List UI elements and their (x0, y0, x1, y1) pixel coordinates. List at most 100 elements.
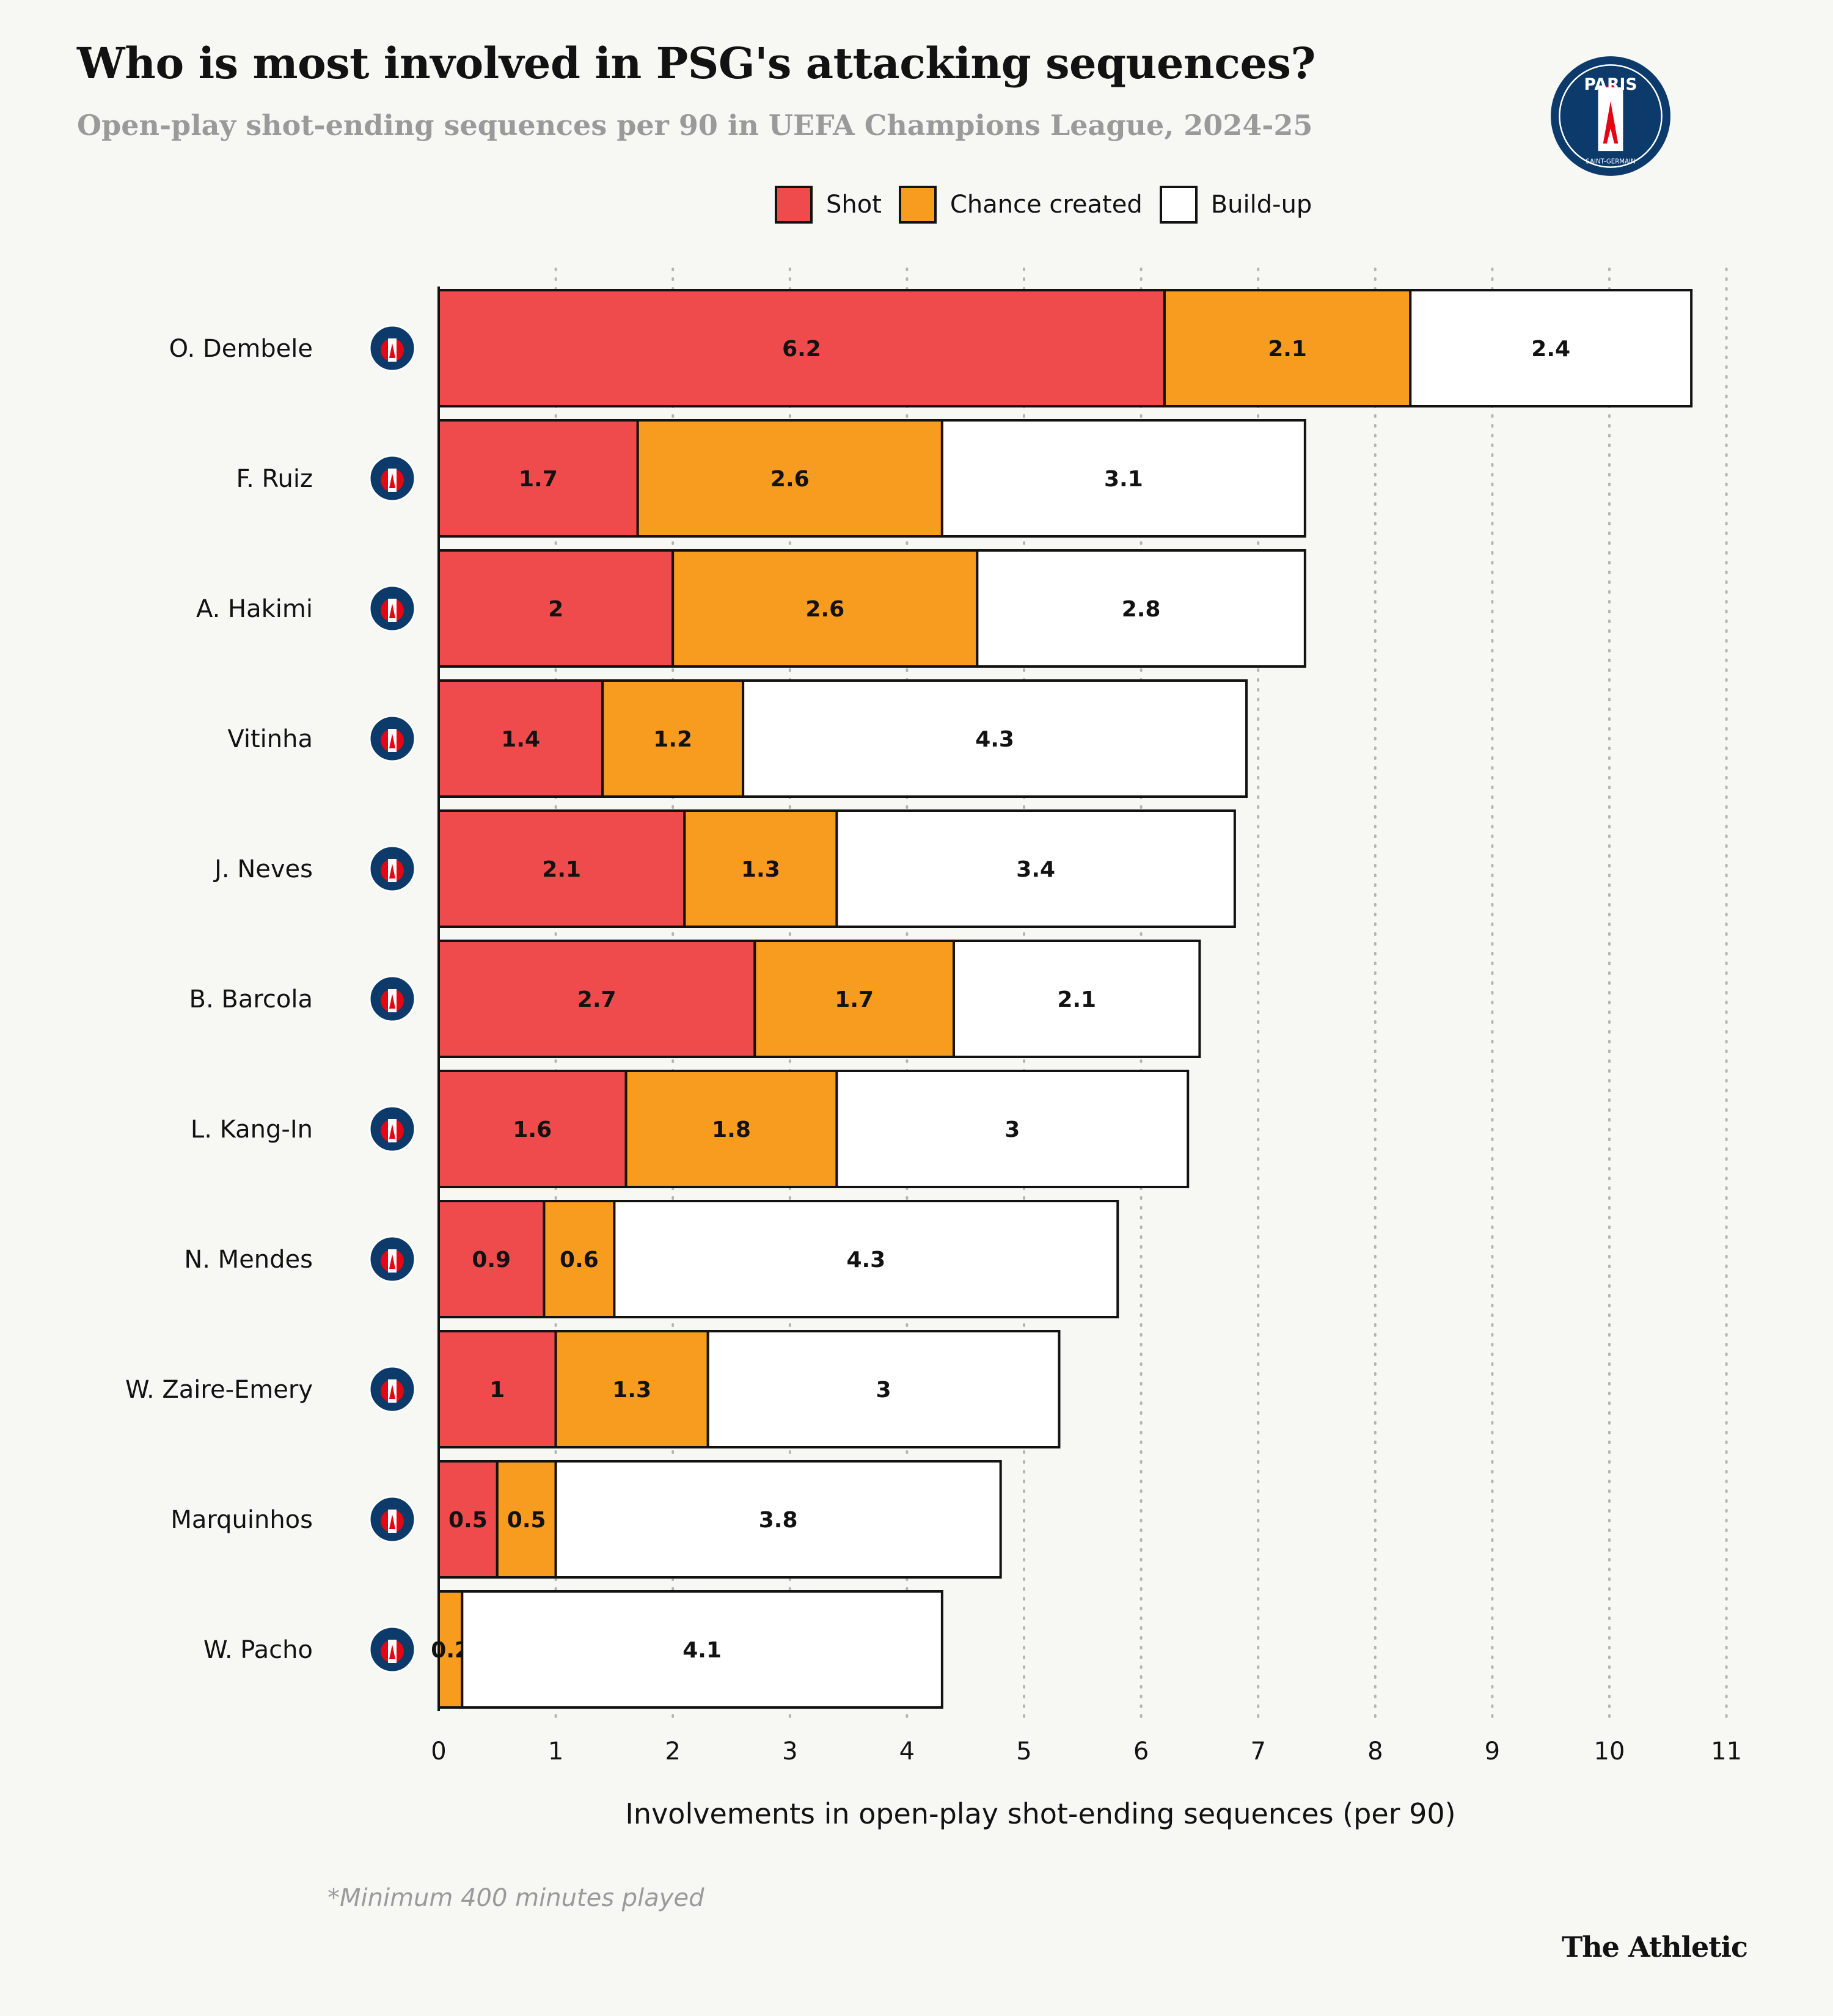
bar-segment-chance-created (496, 1460, 557, 1579)
psg-badge-icon (368, 1105, 416, 1153)
legend-swatch-chance-created (898, 186, 937, 224)
player-name-label: F. Ruiz (236, 465, 313, 493)
badge-tower (389, 1645, 395, 1659)
player-name-label: N. Mendes (184, 1246, 313, 1274)
data-label: 3 (1004, 1117, 1020, 1142)
legend-label-shot: Shot (826, 191, 882, 219)
psg-badge-icon (368, 845, 416, 893)
bar-segment-shot (437, 679, 604, 798)
badge-tower (389, 864, 395, 878)
stacked-bar-chart: 0 1 2 3 4 5 6 7 8 9 10 11 Involvements in open-play … (125, 268, 1742, 1830)
bar-segment-chance-created (753, 940, 956, 1058)
badge-tower (389, 734, 395, 748)
player-name-label: B. Barcola (189, 985, 313, 1013)
data-label: 1 (489, 1378, 505, 1403)
psg-badge-icon (368, 1235, 416, 1283)
x-tick-label: 0 (431, 1737, 446, 1766)
legend-swatch-build-up (1159, 186, 1198, 224)
bar-segment-shot (437, 549, 675, 668)
x-tick-label: 3 (782, 1737, 797, 1766)
psg-badge-icon (368, 1496, 416, 1543)
bar-segment-build-up (554, 1460, 1002, 1579)
badge-tower (389, 1254, 395, 1269)
bar-segment-chance-created (554, 1330, 709, 1448)
data-label: 1.6 (513, 1117, 552, 1142)
bar-segment-chance-created (636, 419, 943, 538)
bar-segment-build-up (461, 1590, 943, 1709)
data-label: 1.3 (612, 1378, 651, 1403)
data-label: 1.7 (519, 467, 558, 492)
legend-label-build-up: Build-up (1210, 191, 1312, 219)
player-name-label: Vitinha (227, 725, 313, 753)
data-label: 3.8 (759, 1508, 798, 1533)
player-name-label: W. Pacho (203, 1636, 313, 1664)
data-label: 1.2 (653, 727, 692, 752)
data-label: 2.6 (770, 467, 810, 492)
psg-badge-icon (368, 975, 416, 1023)
bar-segment-shot (437, 940, 756, 1058)
bar-segment-shot (437, 419, 639, 538)
chart-title: Who is most involved in PSG's attacking … (77, 38, 1315, 89)
data-label: 0.5 (507, 1508, 546, 1533)
player-name-label: Marquinhos (170, 1506, 313, 1534)
legend: Shot Chance created Build-up (775, 186, 1329, 224)
psg-badge-icon (368, 324, 416, 372)
data-label: 0.9 (472, 1247, 511, 1273)
data-label: 2.6 (805, 597, 844, 622)
data-label: 2.8 (1122, 597, 1161, 622)
data-label: 0.6 (560, 1247, 599, 1273)
legend-swatch-shot (775, 186, 813, 224)
data-label: 4.1 (682, 1638, 722, 1663)
badge-tower (389, 1124, 395, 1139)
bar-segment-shot (437, 289, 1166, 407)
bar-segment-shot (437, 1200, 546, 1318)
data-label: 3.1 (1104, 467, 1143, 492)
player-name-label: O. Dembele (169, 335, 313, 363)
data-label: 4.3 (846, 1247, 885, 1273)
bar-segment-build-up (706, 1330, 1061, 1448)
footnote: *Minimum 400 minutes played (327, 1884, 704, 1912)
bar-segment-shot (437, 1070, 627, 1188)
bar-segment-build-up (835, 1070, 1190, 1188)
badge-tower (389, 1384, 395, 1399)
badge-tower (389, 473, 395, 488)
chart-subtitle: Open-play shot-ending sequences per 90 i… (77, 109, 1313, 142)
x-tick-label: 6 (1133, 1737, 1149, 1766)
psg-badge-icon (368, 715, 416, 762)
legend-item-build-up[interactable]: Build-up (1159, 186, 1312, 224)
bar-segment-build-up (835, 809, 1236, 928)
psg-badge-icon (368, 1365, 416, 1413)
x-axis-label: Involvements in open-play shot-ending se… (625, 1797, 1455, 1830)
bar-segment-shot (437, 809, 686, 928)
x-tick-label: 4 (899, 1737, 915, 1766)
bar-segment-build-up (742, 679, 1248, 798)
data-label: 2.7 (577, 987, 616, 1012)
player-name-label: J. Neves (213, 855, 313, 883)
bar-segment-build-up (1409, 289, 1693, 407)
x-tick-label: 8 (1367, 1737, 1383, 1766)
psg-badge-icon (368, 455, 416, 502)
the-athletic-logo: The Athletic (1561, 1930, 1748, 1963)
data-label: 1.4 (501, 727, 540, 752)
psg-badge-icon (368, 1626, 416, 1673)
data-label: 2.1 (542, 857, 581, 882)
x-tick-label: 2 (665, 1737, 680, 1766)
data-label: 2.1 (1057, 987, 1096, 1012)
data-label: 2.1 (1268, 337, 1307, 362)
legend-item-chance-created[interactable]: Chance created (898, 186, 1143, 224)
player-name-label: L. Kang-In (191, 1116, 313, 1144)
badge-tower (389, 604, 395, 618)
logo-paris-text: PARIS (1584, 75, 1637, 94)
legend-item-shot[interactable]: Shot (775, 186, 882, 224)
legend-label-chance-created: Chance created (949, 191, 1143, 219)
player-name-label: W. Zaire-Emery (125, 1376, 313, 1404)
bar-segment-build-up (976, 549, 1306, 668)
psg-badge-icon (368, 585, 416, 632)
bar-segment-build-up (613, 1200, 1119, 1318)
bar-segment-build-up (940, 419, 1306, 538)
data-label: 0.5 (448, 1508, 488, 1533)
data-label: 1.3 (741, 857, 780, 882)
data-label: 2.4 (1531, 337, 1570, 362)
data-label: 1.8 (712, 1117, 751, 1142)
data-label: 2 (548, 597, 563, 622)
